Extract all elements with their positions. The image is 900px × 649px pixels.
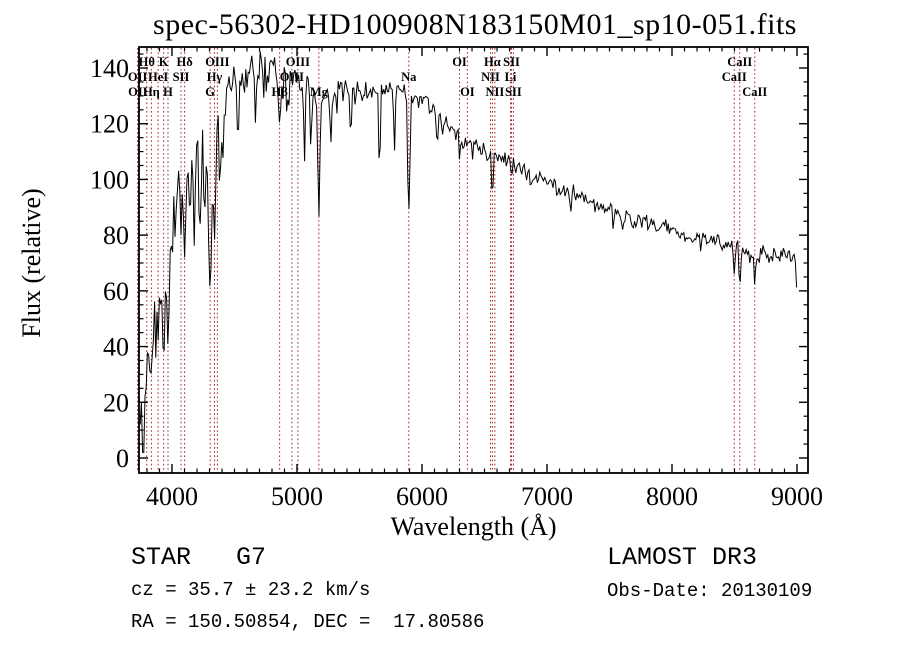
spectral-line-label: H: [163, 85, 173, 99]
y-tick-label: 60: [103, 277, 129, 306]
spectral-line-label: NII: [481, 70, 500, 84]
spectral-line-label: K: [159, 55, 169, 69]
spectral-line-label: CaII: [727, 55, 752, 69]
spectral-line-label: Hδ: [177, 55, 194, 69]
x-axis-title: Wavelength (Å): [390, 512, 557, 541]
spectral-line-label: OIII: [205, 55, 229, 69]
spectral-line-label: SII: [505, 85, 522, 99]
x-tick-label: 5000: [271, 482, 323, 511]
obs-date-text: Obs-Date: 20130109: [607, 580, 813, 602]
y-tick-label: 140: [90, 54, 129, 83]
spectral-line-label: Na: [401, 70, 417, 84]
y-tick-label: 120: [90, 110, 129, 139]
spectral-line-label: Hβ: [271, 85, 288, 99]
spectral-line-label: Hθ: [139, 55, 155, 69]
y-axis-title: Flux (relative): [17, 188, 46, 338]
x-tick-label: 9000: [771, 482, 823, 511]
spectral-line-label: OII: [128, 70, 148, 84]
y-tick-label: 100: [90, 165, 129, 194]
survey-release-text: LAMOST DR3: [607, 543, 758, 572]
spectral-line-label: HeI: [148, 70, 168, 84]
x-tick-label: 4000: [146, 482, 198, 511]
plot-title: spec-56302-HD100908N183150M01_sp10-051.f…: [153, 8, 797, 41]
y-tick-label: 0: [116, 444, 129, 473]
spectral-line-label: Hγ: [207, 70, 223, 84]
x-tick-label: 6000: [396, 482, 448, 511]
spectral-line-label: Hα: [484, 55, 501, 69]
spectral-line-label: SII: [503, 55, 520, 69]
plot-frame: [138, 46, 809, 474]
x-tick-label: 8000: [646, 482, 698, 511]
spectral-line-label: CaII: [742, 85, 767, 99]
spectral-line-label: G: [205, 85, 215, 99]
spectral-line-label: OI: [452, 55, 467, 69]
spectral-line-label: Li: [505, 70, 517, 84]
spectral-line-label: NII: [485, 85, 504, 99]
spectral-line-label: SII: [173, 70, 190, 84]
spectral-line-label: CaII: [722, 70, 747, 84]
spectral-line-label: OI: [460, 85, 475, 99]
spectral-line-label: Hη: [143, 85, 160, 99]
x-tick-label: 7000: [521, 482, 573, 511]
object-class-text: STAR G7: [131, 543, 267, 572]
y-tick-label: 80: [103, 221, 129, 250]
spectral-line-label: OIII: [286, 55, 310, 69]
y-tick-label: 40: [103, 333, 129, 362]
ra-dec-text: RA = 150.50854, DEC = 17.80586: [131, 611, 485, 633]
spectrum-path: [138, 51, 798, 453]
radial-velocity-text: cz = 35.7 ± 23.2 km/s: [131, 579, 371, 601]
y-tick-label: 20: [103, 388, 129, 417]
